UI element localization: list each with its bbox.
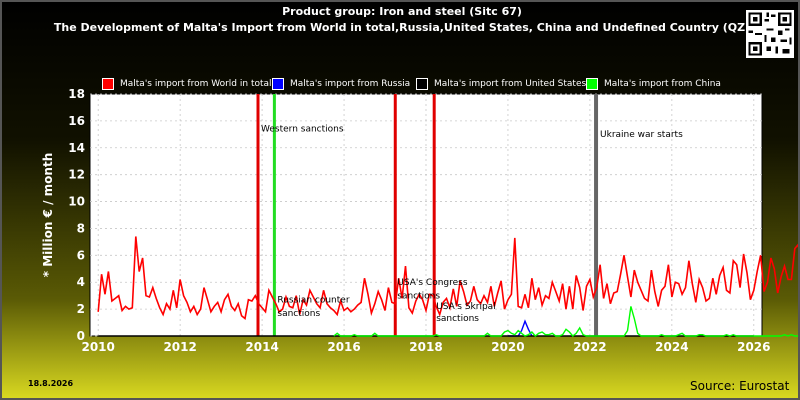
y-tick-label: 18 [68, 87, 85, 101]
legend-label: Malta's import from Russia [290, 79, 411, 89]
x-tick-label: 2020 [491, 340, 524, 354]
y-tick-label: 8 [77, 221, 85, 235]
legend-swatch-green [586, 78, 598, 90]
x-tick-label: 2016 [327, 340, 360, 354]
event-label: Russian counter [277, 295, 349, 305]
y-tick-label: 0 [77, 329, 85, 343]
legend-label: Malta's import from United States [434, 79, 587, 89]
legend-item-united-states: Malta's import from United States [416, 78, 586, 92]
event-label: Western sanctions [261, 125, 344, 135]
x-tick-label: 2012 [163, 340, 196, 354]
event-label: USA's Congress [397, 278, 468, 288]
event-label: sanctions [397, 291, 440, 301]
chart-title-line1: Product group: Iron and steel (Sitc 67) [282, 5, 522, 18]
y-tick-label: 2 [77, 302, 85, 316]
event-label: USA's Skripal [436, 302, 496, 312]
y-tick-label: 10 [68, 195, 85, 209]
legend-swatch-red [102, 78, 114, 90]
y-tick-label: 14 [68, 141, 85, 155]
legend-label: Malta's import from China [604, 79, 721, 89]
legend-item-russia: Malta's import from Russia [272, 78, 410, 92]
series-line [97, 236, 798, 320]
chart-title-line2: The Development of Malta's Import from W… [53, 21, 751, 34]
y-tick-label: 16 [68, 114, 85, 128]
qr-code-icon [746, 10, 794, 58]
series-line [333, 306, 798, 337]
legend-item-world: Malta's import from World in total [102, 78, 272, 92]
legend-label: Malta's import from World in total [120, 79, 272, 89]
legend-swatch-black [416, 78, 428, 90]
y-tick-label: 4 [77, 275, 85, 289]
y-tick-label: 6 [77, 248, 85, 262]
source-label: Source: Eurostat [690, 379, 790, 393]
chart-legend: Malta's import from World in total Malta… [2, 78, 798, 94]
x-tick-label: 2018 [409, 340, 442, 354]
legend-item-china: Malta's import from China [586, 78, 721, 92]
x-tick-label: 2026 [737, 340, 770, 354]
x-tick-label: 2010 [81, 340, 114, 354]
y-tick-label: 12 [68, 168, 85, 182]
x-tick-label: 2022 [573, 340, 606, 354]
date-stamp: 18.8.2026 [28, 379, 74, 388]
legend-swatch-blue [272, 78, 284, 90]
event-label: Ukraine war starts [600, 130, 683, 140]
event-label: sanctions [436, 314, 479, 324]
x-tick-label: 2014 [245, 340, 278, 354]
x-tick-label: 2024 [655, 340, 688, 354]
y-axis-label: * Million € / month [41, 153, 55, 277]
event-label: sanctions [277, 309, 320, 319]
